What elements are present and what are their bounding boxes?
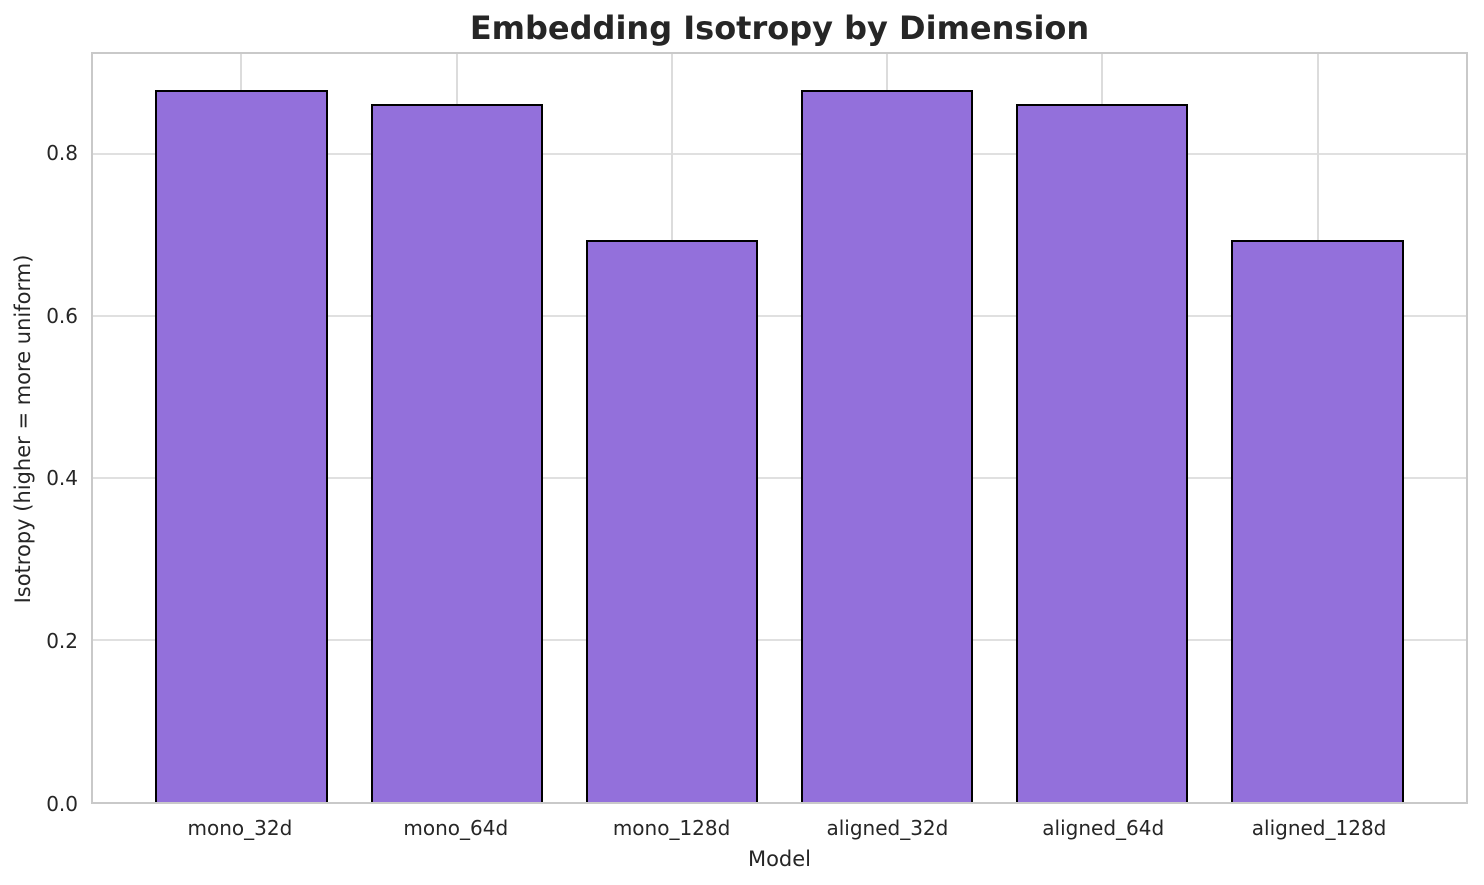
- bar-aligned_32d: [801, 89, 974, 802]
- gridline-horizontal: [93, 315, 1466, 318]
- y-tick-label: 0.2: [46, 629, 78, 654]
- gridline-horizontal: [93, 153, 1466, 156]
- bar-mono_128d: [585, 240, 758, 802]
- bar-mono_64d: [370, 104, 543, 802]
- x-axis-label: Model: [747, 847, 812, 871]
- y-tick-label: 0.4: [46, 466, 78, 491]
- gridline-horizontal: [93, 639, 1466, 642]
- y-tick-label: 0.0: [46, 792, 78, 816]
- gridline-horizontal: [93, 477, 1466, 480]
- chart-title: Embedding Isotropy by Dimension: [469, 9, 1090, 47]
- y-tick-label: 0.8: [46, 140, 78, 165]
- y-tick-label: 0.6: [46, 303, 78, 328]
- plot-area: [91, 52, 1468, 804]
- x-tick-label: aligned_128d: [1251, 816, 1387, 840]
- bar-aligned_64d: [1016, 104, 1189, 802]
- x-tick-label: mono_128d: [612, 816, 731, 840]
- bar-mono_32d: [155, 89, 328, 802]
- x-tick-label: mono_32d: [187, 816, 293, 840]
- x-tick-label: aligned_64d: [1042, 816, 1165, 840]
- x-tick-label: aligned_32d: [826, 816, 949, 840]
- x-tick-label: mono_64d: [403, 816, 509, 840]
- bar-aligned_128d: [1231, 240, 1404, 802]
